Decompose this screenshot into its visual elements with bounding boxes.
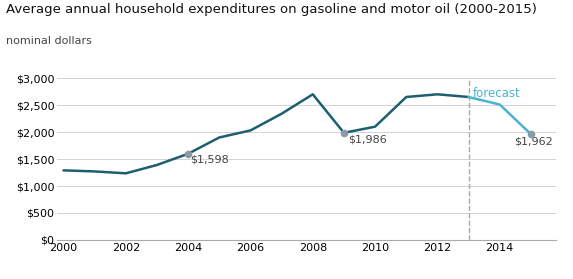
Text: forecast: forecast xyxy=(472,87,520,100)
Text: $1,598: $1,598 xyxy=(190,155,229,165)
Text: Average annual household expenditures on gasoline and motor oil (2000-2015): Average annual household expenditures on… xyxy=(6,3,536,16)
Text: $1,962: $1,962 xyxy=(514,137,552,147)
Text: $1,986: $1,986 xyxy=(348,135,387,145)
Text: nominal dollars: nominal dollars xyxy=(6,36,92,46)
